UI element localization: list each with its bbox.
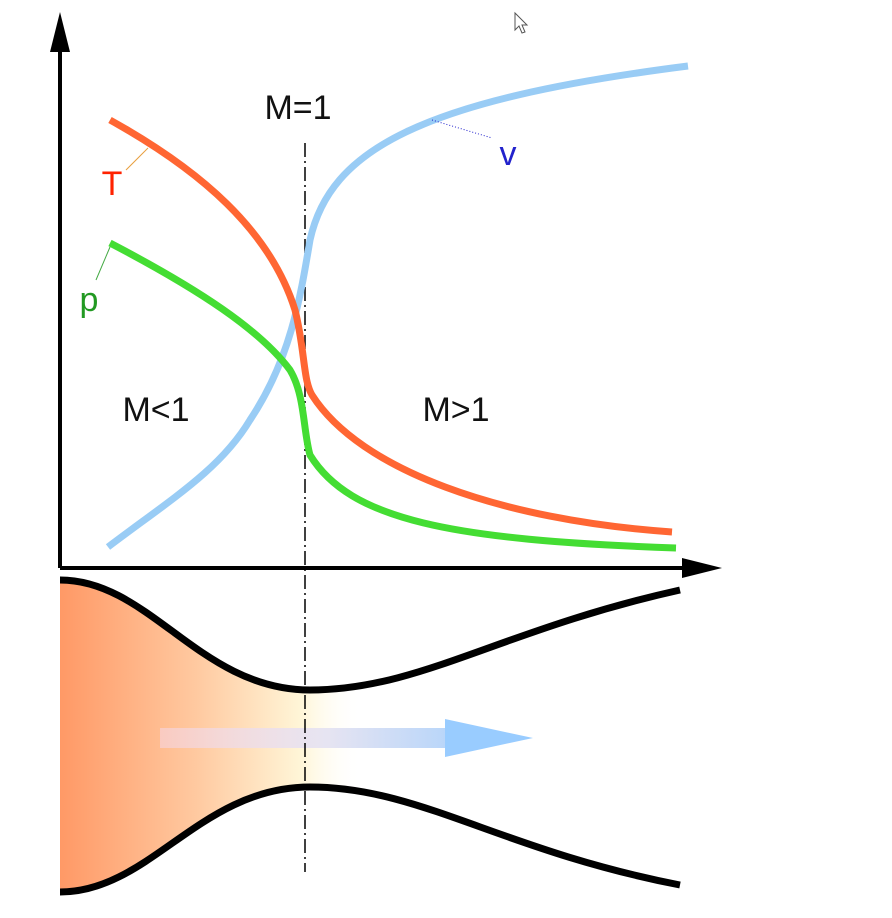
pressure-curve [108, 239, 677, 552]
mouse-cursor [514, 11, 529, 34]
temperature-label: T [102, 165, 123, 203]
nozzle-wall-top [59, 576, 681, 694]
velocity-label: v [500, 135, 517, 173]
subsonic-label: M<1 [122, 391, 189, 429]
temperature-leader [125, 147, 149, 171]
nozzle-wall-bottom [59, 783, 681, 896]
x-axis-arrow [682, 558, 722, 578]
throat-label: M=1 [264, 89, 331, 127]
pressure-leader [95, 246, 111, 281]
velocity-curve [105, 62, 689, 550]
flow-arrow-head [445, 719, 533, 757]
temperature-curve [108, 116, 673, 536]
velocity-leader [431, 119, 493, 139]
pressure-label: p [80, 281, 99, 319]
flow-arrow-shaft [160, 728, 447, 748]
supersonic-label: M>1 [422, 391, 489, 429]
y-axis-arrow [50, 12, 70, 52]
